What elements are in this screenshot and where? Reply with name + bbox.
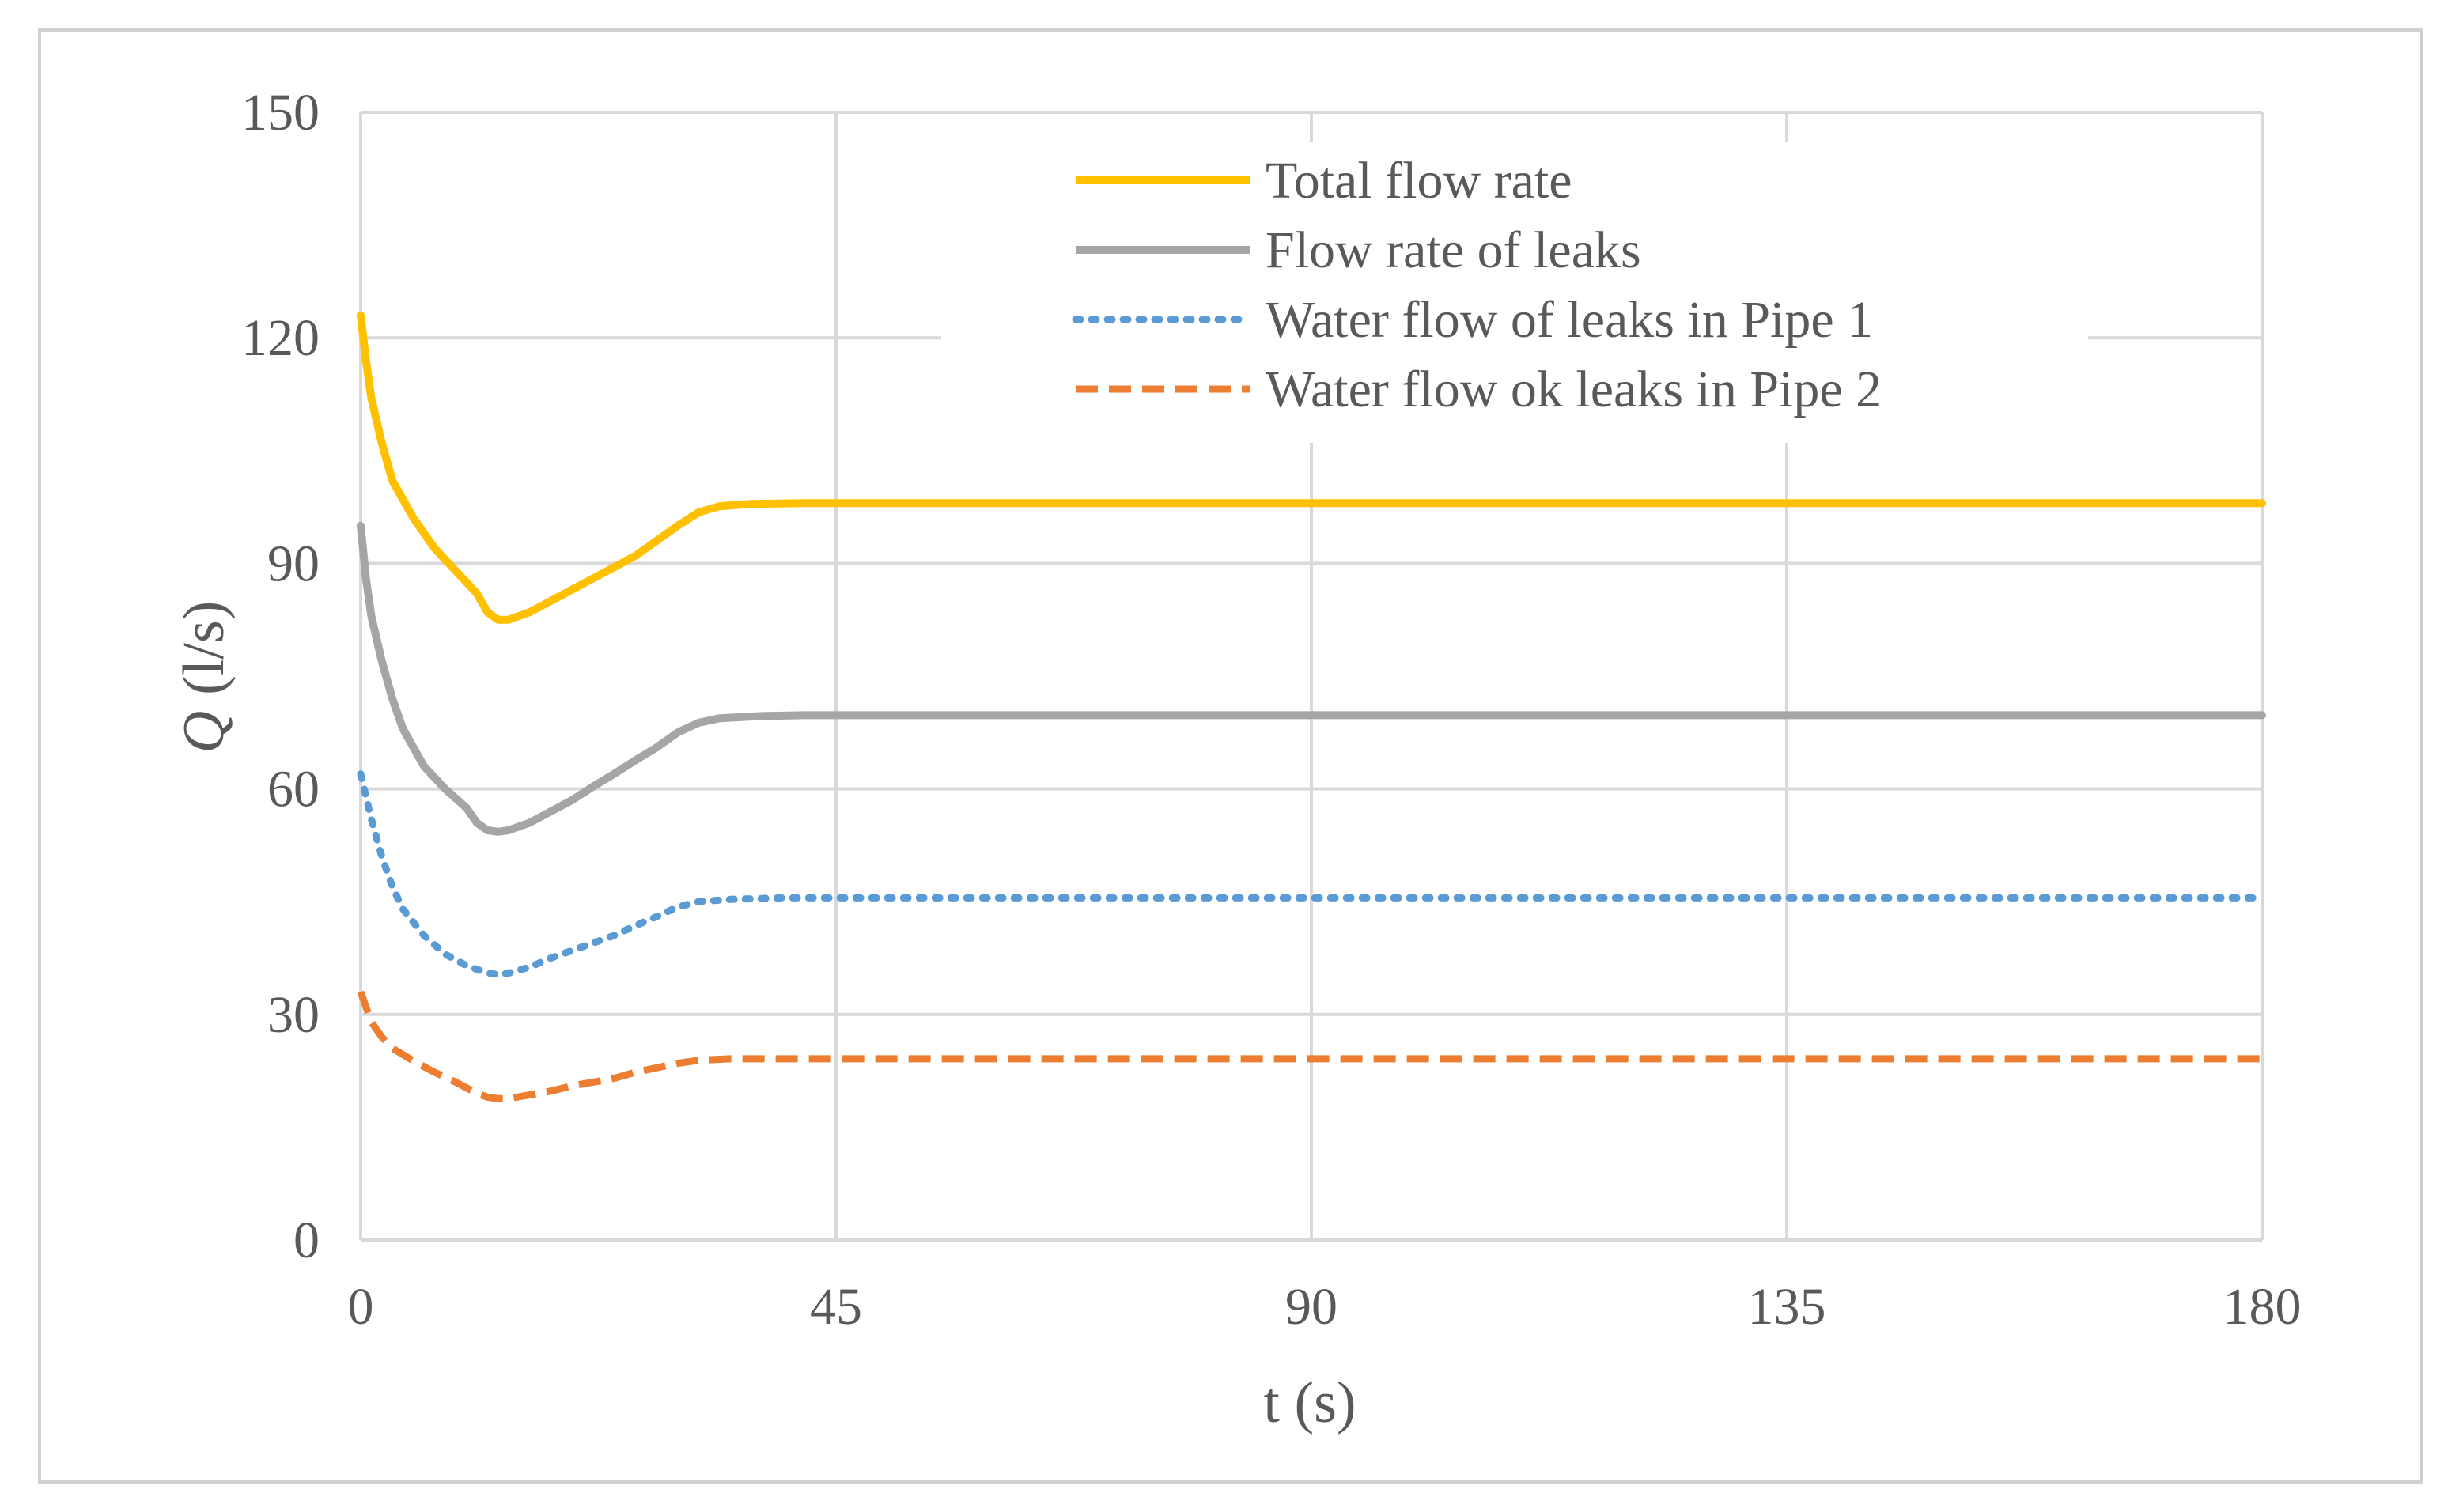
legend-label-2: Flow rate of leaks <box>1266 221 1641 279</box>
series-line-4 <box>357 990 2262 1102</box>
legend-background <box>941 142 2088 443</box>
x-tick-label: 0 <box>348 1278 374 1336</box>
legend: Total flow rate Flow rate of leaks Water f… <box>941 142 2088 443</box>
x-tick-label: 90 <box>1285 1278 1337 1336</box>
y-axis-unit: (l/s) <box>172 601 236 695</box>
tick-labels: 0 30 60 90 120 150 0 45 90 135 180 <box>241 84 2302 1336</box>
y-tick-label: 60 <box>267 761 320 818</box>
series-line-3 <box>357 770 2266 978</box>
y-tick-label: 30 <box>267 986 320 1044</box>
y-axis-title: Q (l/s) <box>172 601 236 754</box>
legend-label-1: Total flow rate <box>1266 152 1572 210</box>
y-tick-label: 150 <box>241 84 320 142</box>
y-tick-label: 120 <box>241 309 320 367</box>
series-line-2 <box>357 521 2266 836</box>
y-tick-label: 90 <box>267 535 320 592</box>
y-axis-symbol: Q <box>172 711 236 753</box>
series-line-1 <box>357 311 2266 624</box>
x-axis-title: t (s) <box>1263 1370 1356 1435</box>
x-tick-label: 180 <box>2223 1278 2302 1336</box>
x-tick-label: 135 <box>1748 1278 1826 1336</box>
series-lines <box>357 311 2266 1102</box>
legend-label-3: Water flow of leaks in Pipe 1 <box>1266 291 1873 349</box>
x-tick-label: 45 <box>810 1278 862 1336</box>
y-tick-label: 0 <box>293 1211 320 1269</box>
legend-label-4: Water flow ok leaks in Pipe 2 <box>1266 361 1882 418</box>
